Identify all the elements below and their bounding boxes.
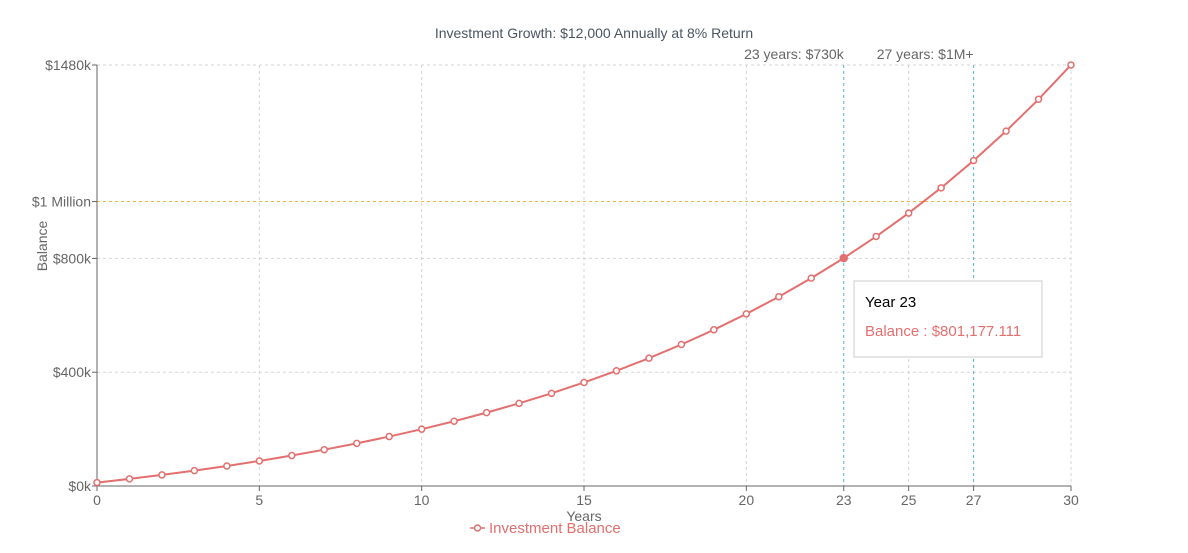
data-point[interactable] <box>742 310 751 318</box>
data-point[interactable] <box>1067 61 1075 69</box>
x-axis-title: Years <box>566 508 601 524</box>
legend[interactable]: Investment Balance <box>470 520 621 537</box>
data-point[interactable] <box>547 389 556 398</box>
y-tick-label: $1480k <box>45 57 92 73</box>
tooltip-title: Year 23 <box>865 294 916 311</box>
x-tick-label: 15 <box>576 492 592 508</box>
data-point[interactable] <box>612 367 621 375</box>
tick-labels: 0 5 10 15 20 23 25 27 30 $0k $400k $800k $1 Million $… <box>32 57 1079 508</box>
x-tick-label: 30 <box>1063 492 1079 508</box>
x-tick-label: 27 <box>966 492 982 508</box>
x-tick-label: 25 <box>901 492 917 508</box>
data-point[interactable] <box>450 417 458 425</box>
data-point[interactable] <box>969 156 978 165</box>
data-point[interactable] <box>515 399 523 408</box>
x-tick-label: 10 <box>414 492 430 508</box>
y-tick-label: $1 Million <box>32 194 91 210</box>
chart-title: Investment Growth: $12,000 Annually at 8… <box>435 25 753 41</box>
data-point[interactable] <box>645 354 653 362</box>
y-axis-title: Balance <box>34 220 50 271</box>
x-tick-label: 20 <box>739 492 755 508</box>
x-tick-label: 0 <box>93 492 101 508</box>
x-tick-label: 5 <box>255 492 263 508</box>
data-point[interactable] <box>580 378 588 387</box>
data-point[interactable] <box>417 425 426 433</box>
data-point[interactable] <box>807 274 816 282</box>
tooltip: Year 23 Balance : $801,177.111 <box>853 280 1043 358</box>
data-point[interactable] <box>190 466 199 475</box>
tooltip-box <box>853 280 1043 358</box>
reference-lines: 23 years: $730k 27 years: $1M+ <box>97 46 1071 486</box>
data-point[interactable] <box>223 462 231 470</box>
data-point[interactable] <box>320 445 329 454</box>
legend-label: Investment Balance <box>489 520 621 537</box>
data-point[interactable] <box>710 326 718 334</box>
tooltip-value: Balance : $801,177.111 <box>865 323 1021 340</box>
data-point[interactable] <box>1002 127 1010 135</box>
data-point[interactable] <box>872 232 880 241</box>
y-tick-label: $0k <box>68 478 92 494</box>
data-point[interactable] <box>255 457 264 465</box>
x-tick-label: 23 <box>836 492 852 508</box>
reference-line-label: 27 years: $1M+ <box>877 46 974 62</box>
data-point[interactable] <box>937 184 945 192</box>
reference-line-label: 23 years: $730k <box>744 46 845 62</box>
data-point[interactable] <box>775 292 783 301</box>
data-point[interactable] <box>482 408 491 417</box>
y-tick-label: $400k <box>53 364 92 380</box>
data-point[interactable] <box>904 209 913 217</box>
y-tick-label: $800k <box>53 250 92 266</box>
data-point[interactable] <box>352 439 361 448</box>
data-point[interactable] <box>385 432 393 441</box>
series <box>93 61 1075 487</box>
data-point[interactable] <box>1034 95 1043 104</box>
active-data-point[interactable] <box>839 253 848 263</box>
data-point[interactable] <box>158 471 166 479</box>
grid <box>97 64 1072 486</box>
data-point[interactable] <box>288 451 296 460</box>
legend-marker <box>473 524 482 532</box>
data-point[interactable] <box>125 475 134 483</box>
data-point[interactable] <box>677 340 686 349</box>
data-point[interactable] <box>93 478 101 487</box>
